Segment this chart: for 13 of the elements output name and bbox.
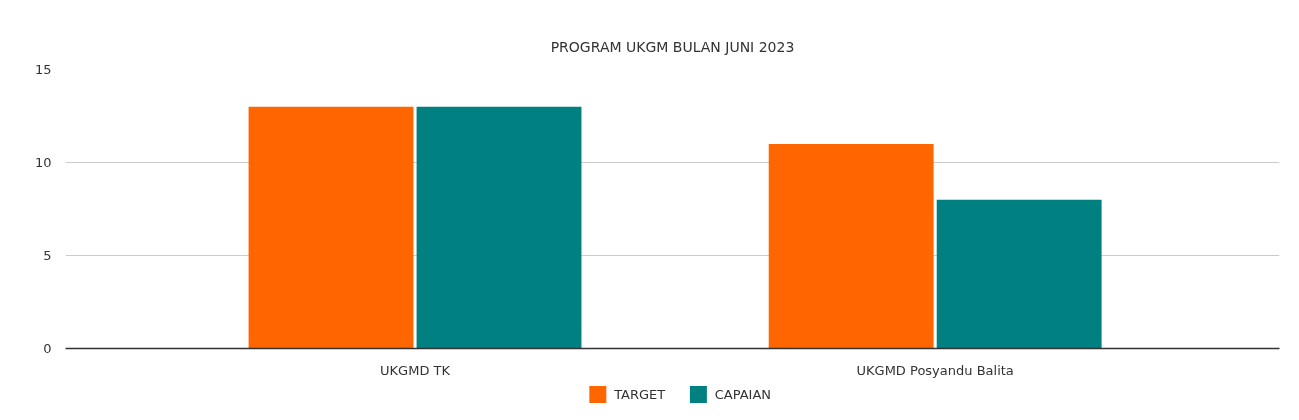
y-tick-label: 15 xyxy=(34,62,52,77)
legend-label: TARGET xyxy=(613,387,666,402)
x-tick-label: UKGMD Posyandu Balita xyxy=(856,362,1014,378)
legend-label: CAPAIAN xyxy=(714,387,772,402)
bar xyxy=(248,106,414,349)
bar xyxy=(416,106,582,349)
y-tick-label: 10 xyxy=(34,155,52,170)
chart-title: PROGRAM UKGM BULAN JUNI 2023 xyxy=(550,38,795,55)
bar xyxy=(936,199,1102,349)
y-tick-label: 0 xyxy=(43,341,52,356)
x-tick-label: UKGMD TK xyxy=(380,362,451,378)
bar xyxy=(768,143,934,349)
y-tick-label: 5 xyxy=(43,248,52,263)
